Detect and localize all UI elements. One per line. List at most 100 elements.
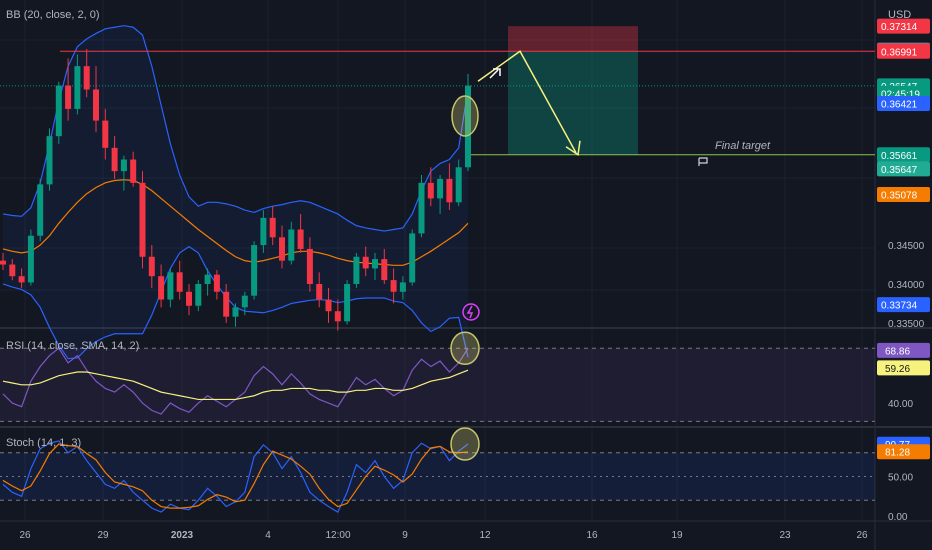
highlight-circle-stoch [450, 427, 480, 461]
candle-body [158, 276, 165, 300]
bb-fill [3, 25, 468, 359]
stoch-tag-label: 81.28 [885, 448, 910, 459]
candle-body [195, 283, 202, 306]
rsi-tag [877, 360, 930, 376]
price-axis: USD0.345000.340000.335000.373140.370050.… [877, 9, 930, 523]
candle-body [446, 178, 453, 203]
candlestick-series [0, 49, 471, 331]
candle-body [437, 178, 444, 199]
candle-body [0, 260, 6, 265]
currency-label: USD [888, 9, 911, 21]
time-tick: 26 [856, 530, 868, 541]
highlight-circle-price [451, 95, 479, 137]
price-tag-label: 0.35078 [881, 191, 918, 202]
candle-body [232, 307, 239, 317]
time-tick: 12 [479, 530, 491, 541]
candle-body [399, 282, 406, 292]
candle-body [148, 256, 155, 277]
candle-body [465, 85, 471, 168]
candle-body [167, 272, 174, 300]
time-tick: 29 [97, 530, 109, 541]
candle-body [74, 66, 81, 109]
stoch-tick: 0.00 [888, 512, 908, 523]
candle-body [27, 235, 34, 283]
candle-body [9, 264, 16, 277]
final-target-label: Final target [715, 140, 771, 152]
time-tick: 26 [19, 530, 31, 541]
candle-body [65, 85, 72, 109]
stoch-d-line [2, 443, 469, 509]
candle-body [213, 274, 220, 292]
stoch-tick: 50.00 [888, 472, 913, 483]
candle-body [102, 120, 109, 148]
candle-body [93, 89, 99, 121]
candle-body [204, 274, 211, 284]
stop-loss-zone[interactable] [508, 26, 638, 52]
candle-body [18, 276, 25, 283]
price-tag [877, 187, 930, 203]
candle-body [409, 233, 416, 283]
candle-body [186, 291, 192, 306]
candle-body [297, 229, 304, 249]
price-tag [877, 297, 930, 313]
time-tick: 2023 [171, 530, 194, 541]
stoch-legend: Stoch (14, 1, 3) [6, 437, 81, 449]
candle-body [381, 259, 388, 281]
indicator-legends: BB (20, close, 2, 0) RSI (14, close, SMA,… [6, 9, 139, 449]
time-tick: 23 [779, 530, 791, 541]
bollinger-bands [2, 25, 469, 360]
flag-icon [698, 157, 708, 166]
price-tag [877, 161, 930, 177]
cursor-icon [489, 68, 501, 79]
candle-body [83, 66, 90, 90]
stoch-tag [877, 444, 930, 460]
candle-body [55, 85, 62, 137]
annotations: Final target [450, 50, 771, 461]
candle-body [37, 184, 44, 236]
candle-body [418, 182, 425, 234]
take-profit-zone[interactable] [508, 51, 638, 155]
candle-body [362, 256, 369, 269]
candle-body [120, 159, 127, 172]
price-tag-label: 0.35661 [881, 151, 918, 162]
rsi-ma-line [2, 369, 469, 401]
candle-body [353, 256, 360, 284]
candle-body [455, 167, 462, 203]
price-tick: 0.34000 [888, 280, 925, 291]
highlight-circle-rsi [450, 331, 480, 366]
candle-body [334, 311, 341, 322]
price-tag-label: 0.36991 [881, 47, 918, 58]
price-tag [877, 95, 930, 111]
time-axis: 26 29 2023 4 12:00 9 12 16 19 23 26 [19, 530, 868, 541]
price-tag [877, 18, 930, 34]
time-tick: 4 [265, 530, 271, 541]
candle-body [130, 159, 137, 183]
lightning-bolt-icon [466, 305, 474, 319]
price-tag-label: 0.35647 [881, 165, 918, 176]
candle-body [372, 259, 378, 269]
time-tick: 12:00 [325, 530, 350, 541]
rsi-tick: 40.00 [888, 399, 913, 410]
candle-body [390, 280, 397, 292]
candle-body [111, 147, 118, 172]
candle-body [279, 237, 285, 261]
candle-body [46, 136, 53, 185]
price-tag-label: 02:45:19 [881, 89, 920, 100]
time-tick: 9 [402, 530, 408, 541]
price-tick: 0.34500 [888, 241, 925, 252]
candle-body [223, 291, 230, 317]
rsi-legend: RSI (14, close, SMA, 14, 2) [6, 340, 139, 352]
arrow-head [565, 140, 581, 157]
rsi-pane [0, 347, 875, 422]
lightning-icon [462, 303, 480, 321]
candle-body [427, 182, 434, 199]
candle-body [260, 217, 267, 246]
price-tag-label: 0.36421 [881, 99, 918, 110]
candle-body [344, 283, 351, 322]
candle-body [306, 248, 313, 284]
rsi-tag [877, 342, 930, 358]
candle-body [325, 299, 332, 312]
candle-body [251, 245, 258, 296]
